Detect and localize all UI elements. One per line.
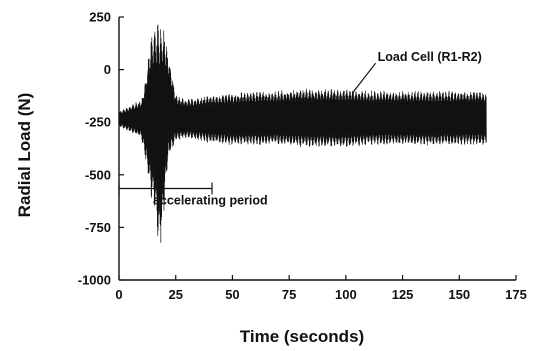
x-tick-label: 125 — [392, 287, 414, 302]
x-tick-label: 150 — [448, 287, 470, 302]
y-tick-label: 0 — [104, 62, 111, 77]
y-tick-label: -500 — [85, 167, 111, 182]
x-tick-label: 75 — [282, 287, 296, 302]
y-tick-label: -1000 — [78, 273, 111, 288]
y-tick-label: -250 — [85, 115, 111, 130]
accelerating-period-label: accelerating period — [153, 193, 268, 207]
y-tick-label: 250 — [89, 10, 111, 25]
series-label: Load Cell (R1-R2) — [378, 50, 482, 64]
y-axis-title: Radial Load (N) — [15, 93, 34, 218]
x-tick-label: 50 — [225, 287, 239, 302]
x-tick-label: 0 — [115, 287, 122, 302]
x-axis-title: Time (seconds) — [240, 327, 364, 346]
x-tick-label: 175 — [505, 287, 527, 302]
series-label-pointer — [352, 62, 377, 94]
x-tick-label: 25 — [168, 287, 182, 302]
plot-area — [118, 24, 487, 243]
axes: 250 0 -250 -500 -750 -1000 0 25 50 75 100 125 150 175 — [78, 10, 527, 303]
series-load-cell-line — [118, 24, 487, 243]
annotations: Load Cell (R1-R2) accelerating period — [118, 50, 482, 207]
x-tick-label: 100 — [335, 287, 357, 302]
y-tick-label: -750 — [85, 220, 111, 235]
